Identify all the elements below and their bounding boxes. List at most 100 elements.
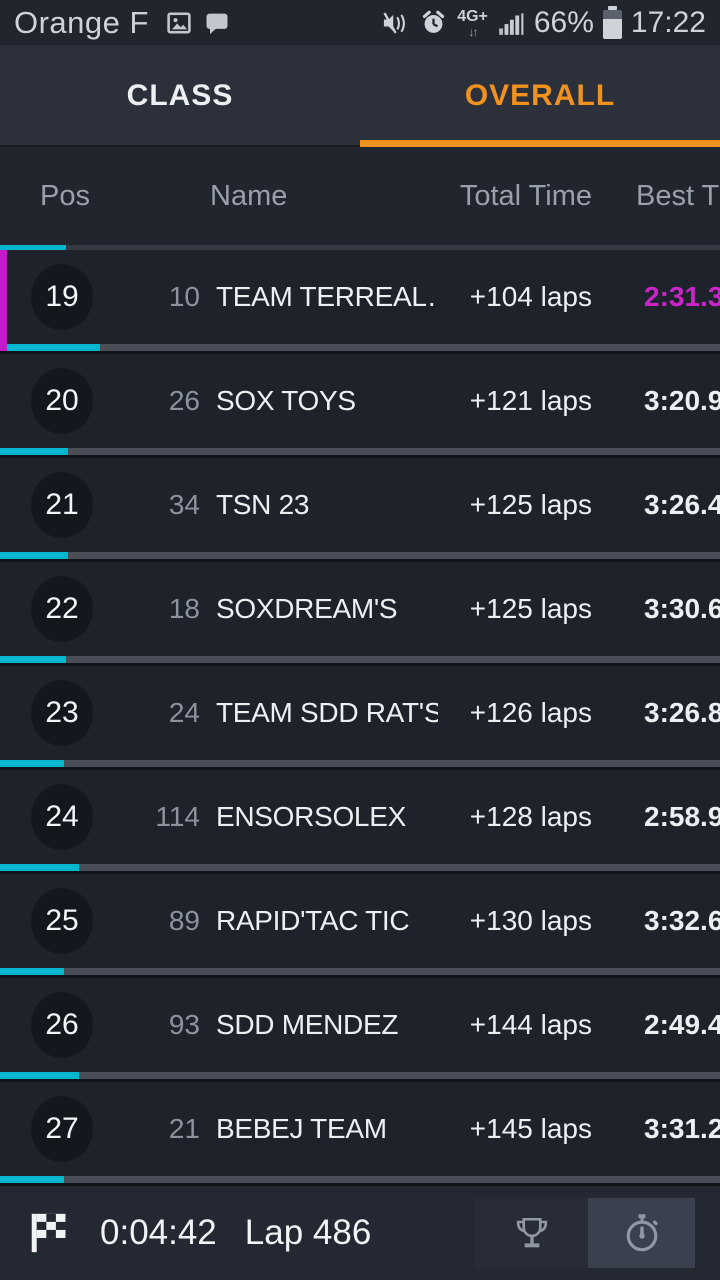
signal-icon bbox=[497, 9, 525, 37]
table-row[interactable]: 22 18 SOXDREAM'S +125 laps 3:30.6 bbox=[0, 562, 720, 663]
elapsed-time-label: 0:04:42 bbox=[100, 1213, 217, 1252]
table-row[interactable]: 25 89 RAPID'TAC TIC +130 laps 3:32.6 bbox=[0, 874, 720, 975]
checkered-flag-icon bbox=[26, 1210, 72, 1256]
best-time: 2:58.9 bbox=[644, 801, 720, 832]
total-time: +121 laps bbox=[469, 385, 592, 416]
lap-progress-track bbox=[0, 968, 720, 975]
battery-icon bbox=[602, 5, 622, 39]
table-row[interactable]: 27 21 BEBEJ TEAM +145 laps 3:31.2 bbox=[0, 1082, 720, 1183]
lap-progress-fill bbox=[0, 448, 68, 455]
highlight-marker bbox=[0, 458, 7, 559]
position-badge: 27 bbox=[31, 1096, 93, 1162]
team-name: ENSORSOLEX bbox=[216, 801, 406, 832]
table-row[interactable]: 20 26 SOX TOYS +121 laps 3:20.9 bbox=[0, 354, 720, 455]
position-badge: 21 bbox=[31, 472, 93, 538]
lap-progress-track bbox=[0, 448, 720, 455]
best-time: 3:26.4 bbox=[644, 489, 720, 520]
standings-button[interactable] bbox=[475, 1198, 588, 1268]
lap-progress-track bbox=[0, 344, 720, 351]
lap-progress-track bbox=[0, 1176, 720, 1183]
trophy-icon bbox=[510, 1211, 554, 1255]
best-time: 3:31.2 bbox=[644, 1113, 720, 1144]
header-pos: Pos bbox=[40, 180, 90, 212]
timing-button[interactable] bbox=[588, 1198, 695, 1268]
total-time: +128 laps bbox=[469, 801, 592, 832]
network-4g-icon: 4G+ ↓↑ bbox=[457, 8, 488, 39]
table-row[interactable]: 19 10 TEAM TERREAL… +104 laps 2:31.3 bbox=[0, 250, 720, 351]
lap-progress-fill bbox=[0, 968, 65, 975]
position-label: 24 bbox=[45, 800, 79, 833]
car-number: 26 bbox=[168, 385, 200, 416]
mute-vibrate-icon bbox=[380, 9, 410, 37]
best-time: 2:49.4 bbox=[644, 1009, 720, 1040]
position-label: 21 bbox=[45, 488, 79, 521]
position-badge: 19 bbox=[31, 264, 93, 330]
table-row[interactable]: 23 24 TEAM SDD RAT'S +126 laps 3:26.8 bbox=[0, 666, 720, 767]
position-label: 27 bbox=[45, 1112, 79, 1145]
highlight-marker bbox=[0, 562, 7, 663]
lap-progress-fill bbox=[0, 864, 80, 871]
best-time: 3:20.9 bbox=[644, 385, 720, 416]
position-badge: 22 bbox=[31, 576, 93, 642]
team-name: TSN 23 bbox=[216, 489, 310, 520]
lap-progress-fill bbox=[0, 344, 101, 351]
car-number: 10 bbox=[168, 281, 200, 312]
lap-counter-label: Lap 486 bbox=[244, 1213, 372, 1252]
team-name: TEAM SDD RAT'S bbox=[216, 697, 438, 728]
status-bar: Orange F bbox=[0, 0, 720, 45]
lap-progress-fill bbox=[0, 1176, 65, 1183]
team-name: SOX TOYS bbox=[216, 385, 356, 416]
team-name: BEBEJ TEAM bbox=[216, 1113, 387, 1144]
lap-progress-fill bbox=[0, 656, 67, 663]
car-number: 21 bbox=[168, 1113, 200, 1144]
table-row[interactable]: 21 34 TSN 23 +125 laps 3:26.4 bbox=[0, 458, 720, 559]
team-name: SDD MENDEZ bbox=[216, 1009, 399, 1040]
car-number: 34 bbox=[168, 489, 200, 520]
best-time: 3:30.6 bbox=[644, 593, 720, 624]
tab-overall[interactable]: OVERALL bbox=[464, 79, 616, 112]
car-number: 93 bbox=[168, 1009, 200, 1040]
team-name: RAPID'TAC TIC bbox=[216, 905, 410, 936]
total-time: +125 laps bbox=[469, 593, 592, 624]
team-name: SOXDREAM'S bbox=[216, 593, 398, 624]
position-label: 23 bbox=[45, 696, 79, 729]
total-time: +130 laps bbox=[469, 905, 592, 936]
position-label: 19 bbox=[45, 280, 79, 313]
tab-class[interactable]: CLASS bbox=[126, 79, 234, 112]
highlight-marker bbox=[0, 770, 7, 871]
highlight-marker bbox=[0, 1082, 7, 1183]
active-tab-underline bbox=[360, 140, 720, 147]
lap-progress-track bbox=[0, 656, 720, 663]
position-label: 22 bbox=[45, 592, 79, 625]
lap-progress-fill bbox=[0, 760, 65, 767]
alarm-icon bbox=[419, 8, 448, 37]
position-label: 26 bbox=[45, 1008, 79, 1041]
partial-row-progress bbox=[0, 245, 720, 250]
lap-progress-fill bbox=[0, 245, 67, 250]
position-label: 25 bbox=[45, 904, 79, 937]
table-row[interactable]: 24 114 ENSORSOLEX +128 laps 2:58.9 bbox=[0, 770, 720, 871]
car-number: 114 bbox=[155, 801, 200, 832]
header-total-time: Total Time bbox=[459, 180, 592, 212]
lap-progress-track bbox=[0, 1072, 720, 1079]
lap-progress-track bbox=[0, 760, 720, 767]
team-name: TEAM TERREAL… bbox=[216, 281, 438, 312]
race-status-bar: 0:04:42 Lap 486 bbox=[0, 1186, 720, 1280]
message-icon bbox=[203, 9, 231, 37]
position-badge: 26 bbox=[31, 992, 93, 1058]
header-best-time: Best Time bbox=[636, 180, 720, 212]
best-time: 2:31.3 bbox=[644, 281, 720, 312]
highlight-marker bbox=[0, 250, 7, 351]
tab-bar: CLASS OVERALL bbox=[0, 45, 720, 147]
highlight-marker bbox=[0, 354, 7, 455]
table-row[interactable]: 26 93 SDD MENDEZ +144 laps 2:49.4 bbox=[0, 978, 720, 1079]
position-badge: 23 bbox=[31, 680, 93, 746]
position-badge: 24 bbox=[31, 784, 93, 850]
position-label: 20 bbox=[45, 384, 79, 417]
total-time: +104 laps bbox=[469, 281, 592, 312]
car-number: 24 bbox=[168, 697, 200, 728]
stopwatch-icon bbox=[620, 1211, 664, 1255]
lap-progress-fill bbox=[0, 552, 68, 559]
total-time: +125 laps bbox=[469, 489, 592, 520]
lap-progress-track bbox=[0, 864, 720, 871]
